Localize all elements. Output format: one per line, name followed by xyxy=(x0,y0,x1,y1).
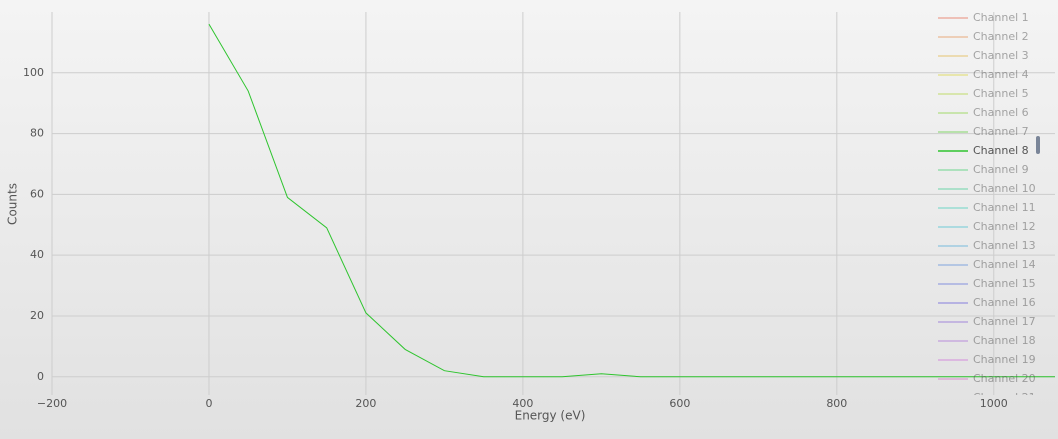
legend-label[interactable]: Channel 5 xyxy=(973,87,1029,100)
y-tick-label: 100 xyxy=(23,66,44,79)
legend-label[interactable]: Channel 13 xyxy=(973,239,1036,252)
x-tick-label: 0 xyxy=(205,397,212,410)
y-tick-label: 80 xyxy=(30,127,44,140)
legend-label[interactable]: Channel 11 xyxy=(973,201,1036,214)
x-axis-label: Energy (eV) xyxy=(515,409,586,423)
legend-label[interactable]: Channel 6 xyxy=(973,106,1029,119)
x-tick-label: −200 xyxy=(37,397,67,410)
scrollbar[interactable] xyxy=(1036,136,1040,154)
x-tick-label: 800 xyxy=(826,397,847,410)
legend-label[interactable]: Channel 14 xyxy=(973,258,1036,271)
legend-label[interactable]: Channel 3 xyxy=(973,49,1029,62)
x-tick-label: 400 xyxy=(512,397,533,410)
legend-label[interactable]: Channel 2 xyxy=(973,30,1029,43)
y-tick-label: 60 xyxy=(30,187,44,200)
legend-label[interactable]: Channel 17 xyxy=(973,315,1036,328)
y-tick-label: 40 xyxy=(30,248,44,261)
legend-label[interactable]: Channel 16 xyxy=(973,296,1036,309)
grid xyxy=(51,12,1055,395)
legend-label[interactable]: Channel 9 xyxy=(973,163,1029,176)
legend-label[interactable]: Channel 20 xyxy=(973,372,1036,385)
legend-label[interactable]: Channel 15 xyxy=(973,277,1036,290)
plot-area xyxy=(208,23,1055,378)
legend-label[interactable]: Channel 1 xyxy=(973,11,1029,24)
legend-label[interactable]: Channel 4 xyxy=(973,68,1029,81)
legend-label[interactable]: Channel 7 xyxy=(973,125,1029,138)
x-tick-label: 200 xyxy=(355,397,376,410)
legend-label[interactable]: Channel 18 xyxy=(973,334,1036,347)
x-tick-label: 600 xyxy=(669,397,690,410)
legend-label[interactable]: Channel 21 xyxy=(973,391,1036,404)
y-axis-label: Counts xyxy=(6,183,20,225)
legend: Channel 1 Channel 2 Channel 3 Channel 4 Chan… xyxy=(938,11,1036,404)
legend-label[interactable]: Channel 8 xyxy=(973,144,1029,157)
data-line xyxy=(208,23,1055,378)
legend-label[interactable]: Channel 10 xyxy=(973,182,1036,195)
legend-label[interactable]: Channel 19 xyxy=(973,353,1036,366)
x-tick-label: 1000 xyxy=(980,397,1008,410)
legend-label[interactable]: Channel 12 xyxy=(973,220,1036,233)
y-tick-label: 20 xyxy=(30,309,44,322)
y-tick-label: 0 xyxy=(37,370,44,383)
